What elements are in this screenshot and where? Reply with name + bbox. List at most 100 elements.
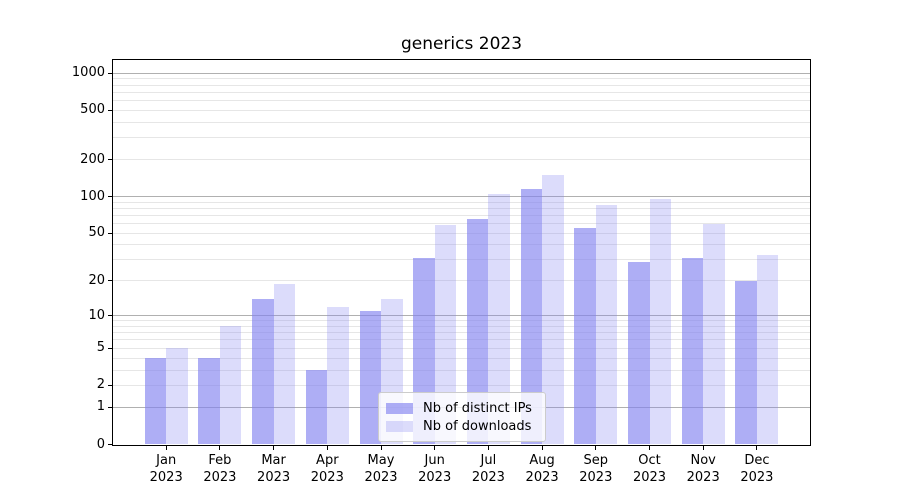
y-tick-label: 20: [88, 272, 105, 288]
gridline-minor: [113, 201, 810, 203]
gridline-minor: [113, 339, 810, 341]
x-tick-mark: [326, 445, 328, 450]
gridline-minor: [113, 320, 810, 322]
gridline-minor: [113, 347, 810, 349]
x-tick-mark: [487, 445, 489, 450]
x-tick-label: Apr 2023: [310, 453, 344, 485]
bar-nb-of-distinct-ips-sep-2023: [574, 228, 596, 445]
gridline-minor: [113, 280, 810, 282]
bar-nb-of-downloads-mar-2023: [273, 283, 296, 445]
bar-nb-of-distinct-ips-apr-2023: [305, 370, 328, 445]
y-tick-mark: [108, 347, 113, 349]
y-tick-label: 50: [88, 225, 105, 241]
bar-nb-of-downloads-nov-2023: [703, 223, 725, 445]
x-tick-label: Jun 2023: [418, 453, 452, 485]
y-tick-label: 1: [96, 399, 105, 415]
x-tick-label: Dec 2023: [740, 453, 774, 485]
x-tick-label: Feb 2023: [203, 453, 237, 485]
x-tick-mark: [273, 445, 275, 450]
x-tick-label: Nov 2023: [686, 453, 720, 485]
gridline-minor: [113, 357, 810, 359]
x-tick-mark: [165, 445, 167, 450]
y-tick-mark: [108, 406, 113, 408]
legend-item: Nb of distinct IPs: [386, 399, 537, 417]
legend-swatch-nb-of-downloads: [386, 420, 413, 432]
y-tick-label: 2: [96, 377, 105, 393]
y-tick-label: 500: [80, 102, 105, 118]
gridline-minor: [113, 91, 810, 93]
x-tick-label: Jul 2023: [471, 453, 505, 485]
bar-nb-of-distinct-ips-nov-2023: [681, 258, 704, 445]
gridline-minor: [113, 137, 810, 139]
gridline-minor: [113, 78, 810, 80]
x-tick-mark: [219, 445, 221, 450]
legend-item-label: Nb of distinct IPs: [423, 400, 532, 416]
x-tick-label: Jan 2023: [149, 453, 183, 485]
y-tick-mark: [108, 384, 113, 386]
x-tick-mark: [595, 445, 597, 450]
bar-nb-of-distinct-ips-feb-2023: [198, 358, 220, 445]
gridline-minor: [113, 332, 810, 334]
bar-nb-of-downloads-sep-2023: [595, 205, 618, 445]
bar-nb-of-distinct-ips-aug-2023: [520, 189, 543, 445]
y-tick-label: 0: [96, 436, 105, 452]
legend-swatch-nb-of-distinct-ips: [386, 402, 413, 414]
legend: Nb of distinct IPs Nb of downloads: [378, 392, 546, 442]
y-tick-mark: [108, 159, 113, 161]
bar-nb-of-downloads-jul-2023: [488, 193, 510, 445]
bar-nb-of-downloads-aug-2023: [542, 174, 564, 445]
bar-nb-of-distinct-ips-jul-2023: [466, 219, 489, 445]
x-tick-mark: [434, 445, 436, 450]
x-tick-label: Mar 2023: [257, 453, 291, 485]
gridline-minor: [113, 232, 810, 234]
gridline-minor: [113, 223, 810, 225]
plot-area: 0 1 2 5 10 20 50 100 200 500 1000 Jan 2023 Feb 2023…: [72, 59, 811, 485]
gridline-minor: [113, 109, 810, 111]
x-tick-mark: [649, 445, 650, 450]
bar-nb-of-distinct-ips-jan-2023: [144, 358, 167, 445]
y-tick-mark: [108, 280, 113, 282]
bar-nb-of-downloads-dec-2023: [756, 255, 779, 445]
gridline-minor: [113, 244, 810, 246]
gridline-minor: [113, 259, 810, 261]
gridline-minor: [113, 121, 810, 123]
gridline-major: [113, 72, 810, 74]
x-tick-label: Oct 2023: [632, 453, 667, 485]
y-tick-mark: [108, 444, 113, 445]
chart-title: generics 2023: [400, 34, 523, 54]
bar-nb-of-downloads-oct-2023: [649, 198, 671, 445]
bar-nb-of-downloads-feb-2023: [219, 326, 242, 445]
x-tick-label: Aug 2023: [525, 453, 559, 485]
bar-nb-of-distinct-ips-dec-2023: [735, 280, 757, 445]
gridline-minor: [113, 100, 810, 102]
gridline-minor: [113, 207, 810, 209]
bar-nb-of-downloads-jun-2023: [434, 225, 457, 445]
y-tick-label: 10: [88, 307, 105, 323]
gridline-major: [113, 315, 810, 317]
y-tick-mark: [108, 315, 113, 317]
bar-nb-of-downloads-jan-2023: [166, 348, 188, 445]
gridline-major: [113, 196, 810, 197]
x-tick-label: Sep 2023: [579, 453, 613, 485]
y-tick-mark: [108, 109, 113, 111]
y-tick-label: 1000: [71, 65, 105, 81]
y-tick-label: 100: [80, 188, 105, 204]
x-tick-mark: [541, 445, 543, 450]
legend-item-label: Nb of downloads: [423, 418, 532, 434]
bar-nb-of-distinct-ips-may-2023: [359, 310, 381, 445]
gridline-minor: [113, 159, 810, 161]
legend-item: Nb of downloads: [386, 417, 537, 435]
gridline-minor: [113, 214, 810, 216]
bar-nb-of-distinct-ips-mar-2023: [252, 298, 274, 445]
y-tick-mark: [108, 196, 113, 197]
x-tick-mark: [756, 445, 758, 450]
gridline-minor: [113, 384, 810, 386]
gridline-minor: [113, 84, 810, 86]
bar-nb-of-distinct-ips-oct-2023: [628, 261, 650, 445]
y-tick-mark: [108, 72, 113, 74]
y-tick-label: 5: [96, 340, 105, 356]
x-tick-label: May 2023: [364, 453, 398, 485]
gridline-minor: [113, 325, 810, 327]
y-tick-mark: [108, 232, 113, 234]
